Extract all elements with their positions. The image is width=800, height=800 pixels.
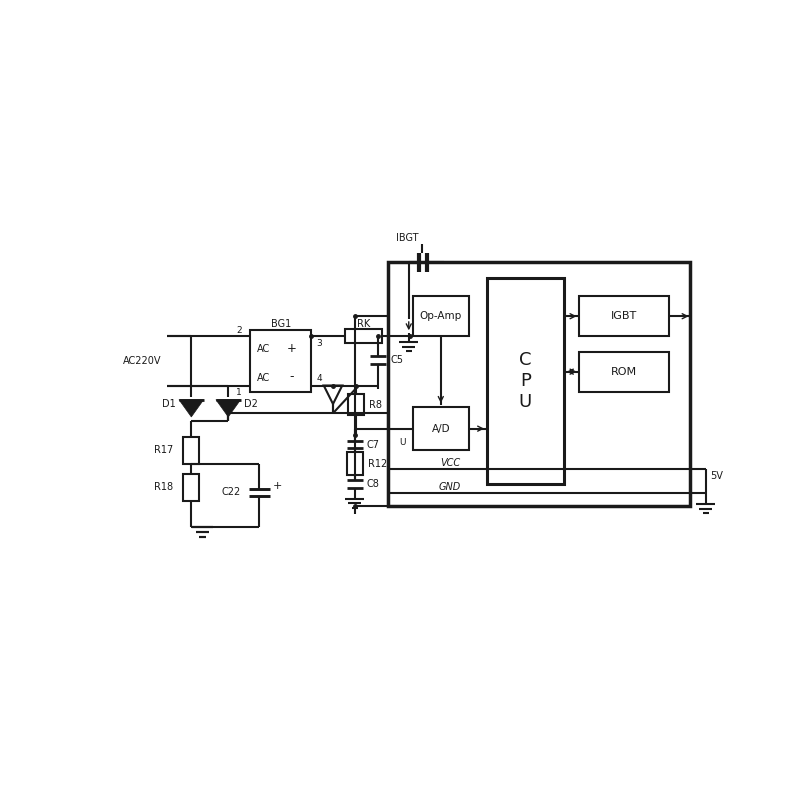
Text: R18: R18 [154,482,173,492]
Bar [348,394,364,415]
Text: R8: R8 [370,400,382,410]
Text: -: - [290,370,294,383]
Bar [487,278,564,484]
Polygon shape [216,400,241,417]
Text: C22: C22 [222,487,241,497]
Text: R12: R12 [368,458,387,469]
Text: AC220V: AC220V [123,356,162,366]
Bar [413,296,469,336]
Text: R17: R17 [154,445,173,455]
Text: AC: AC [258,343,270,354]
Text: VCC: VCC [440,458,460,467]
Text: BG1: BG1 [270,319,290,329]
Text: 1: 1 [236,389,242,398]
Bar [250,330,311,392]
Text: +: + [273,481,282,491]
Text: IGBT: IGBT [611,311,637,322]
Bar [346,330,382,343]
Polygon shape [179,400,204,417]
Bar [579,296,669,336]
Text: AC: AC [258,373,270,383]
Text: Op-Amp: Op-Amp [420,311,462,322]
Bar [413,407,469,450]
Text: 4: 4 [317,374,322,382]
Text: 3: 3 [317,339,322,348]
Bar [346,452,362,475]
Bar [183,437,199,464]
Text: 5V: 5V [710,471,723,481]
Text: IBGT: IBGT [396,233,418,242]
Text: C8: C8 [367,479,380,489]
Text: D2: D2 [244,399,258,409]
Bar [579,352,669,392]
Text: GND: GND [439,482,461,492]
Bar [183,474,199,501]
Text: U: U [399,438,406,447]
Text: C
P
U: C P U [519,351,532,410]
Text: C7: C7 [367,440,380,450]
Text: ROM: ROM [611,366,637,377]
Text: D1: D1 [162,399,176,409]
Text: +: + [286,342,297,355]
Text: A/D: A/D [431,424,450,434]
Text: C5: C5 [390,355,403,365]
Bar [389,262,690,506]
Text: RK: RK [357,319,370,329]
Polygon shape [324,386,342,404]
Text: 2: 2 [236,326,242,334]
